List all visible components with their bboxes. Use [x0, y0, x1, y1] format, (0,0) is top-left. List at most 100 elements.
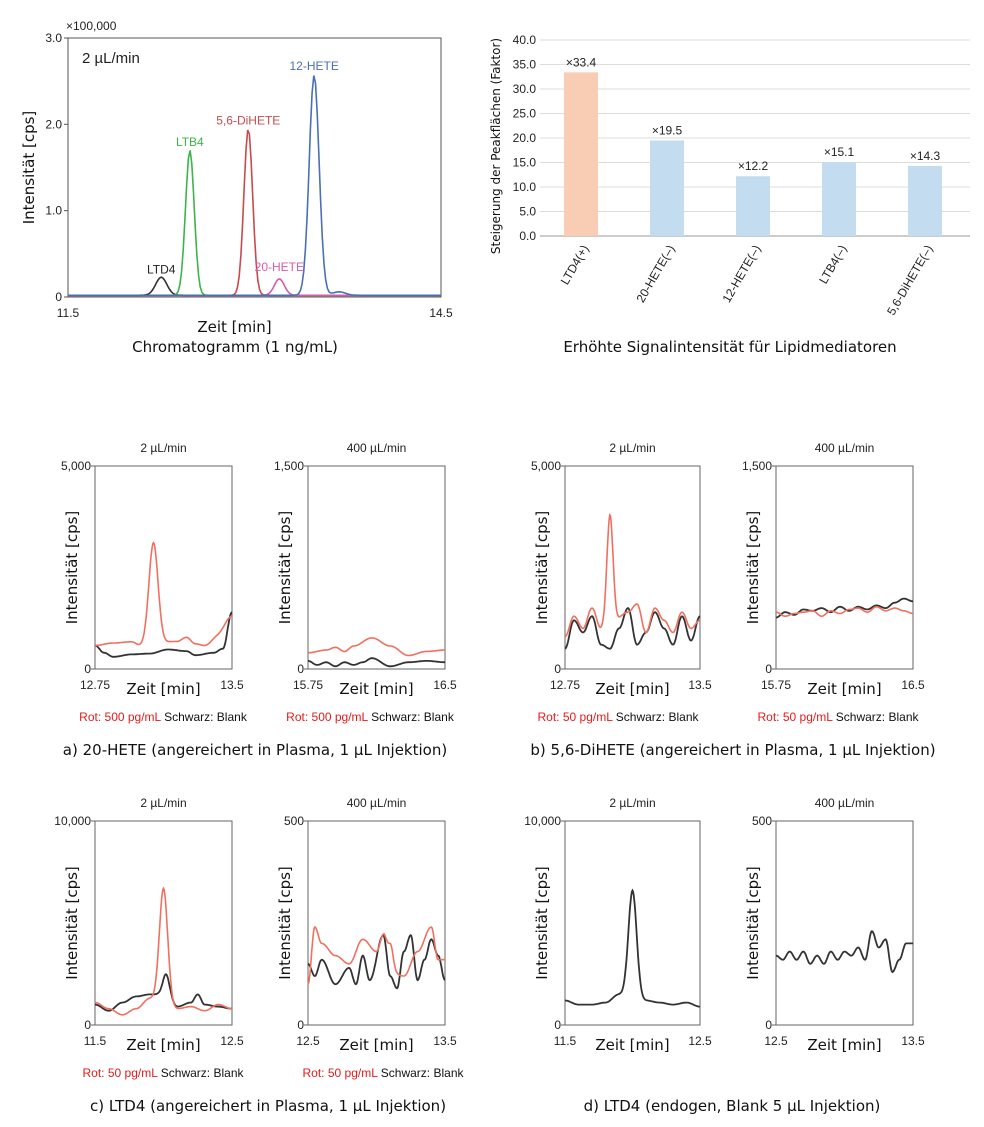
panel-a-right-legend: Rot: 500 pg/mL Schwarz: Blank [286, 710, 454, 724]
x-tick-label: 12.75 [550, 678, 580, 692]
y-tick-label: 10.0 [513, 180, 537, 194]
x-tick-label: 16.5 [901, 678, 925, 692]
y-tick-label: 0 [84, 1018, 91, 1032]
x-tick-label: 12.5 [764, 1034, 788, 1048]
y-tick-label: 1,500 [274, 459, 304, 473]
y-tick-label: 10,000 [524, 814, 561, 828]
x-tick-label: 12.5 [688, 1034, 712, 1048]
x-tick-label: 12.5 [220, 1034, 244, 1048]
blank-trace-line [564, 607, 701, 650]
bar-value-label: ×33.4 [566, 55, 597, 69]
x-tick-label: 13.5 [433, 1034, 457, 1048]
peak-annotation: 20-HETE [255, 260, 304, 274]
bar-value-label: ×14.3 [910, 149, 941, 163]
y-tick-label: 1,500 [742, 459, 772, 473]
x-axis-title: Zeit [min] [595, 1036, 669, 1054]
x-tick-label: 14.5 [429, 306, 453, 320]
x-tick-label: 12.75 [80, 678, 110, 692]
x-tick-label: 11.5 [57, 306, 80, 320]
y-axis-title: Intensität [cps] [744, 511, 762, 625]
panel-c-caption: c) LTD4 (angereichert in Plasma, 1 µL In… [89, 1097, 447, 1115]
category-label: 12-HETE(–) [719, 242, 763, 304]
bar [564, 72, 598, 236]
subplot-title: 400 µL/min [815, 796, 875, 810]
panel-c-left-legend: Rot: 50 pg/mL Schwarz: Blank [83, 1066, 244, 1080]
y-tick-label: 0 [84, 662, 91, 676]
legend-black-label: Schwarz: Blank [164, 710, 247, 724]
plot-frame [67, 37, 442, 298]
series-line-12-hete [68, 75, 441, 297]
panel-a-left-legend: Rot: 500 pg/mL Schwarz: Blank [79, 710, 247, 724]
subplot-title: 400 µL/min [347, 441, 407, 455]
x-axis-title: Zeit [min] [339, 1036, 413, 1054]
legend-red-label: Rot: 50 pg/mL [757, 710, 833, 724]
peak-annotation: 5,6-DiHETE [216, 113, 280, 127]
bar-chart-caption: Erhöhte Signalintensität für Lipidmediat… [563, 338, 897, 356]
y-tick-label: 0 [55, 290, 62, 304]
y-axis-title: Intensität [cps] [63, 866, 81, 980]
legend-black-label: Schwarz: Blank [380, 1066, 464, 1080]
bar-value-label: ×15.1 [824, 145, 855, 159]
sample-trace-line [564, 513, 701, 638]
plot-frame [307, 820, 446, 1026]
bar [822, 162, 856, 236]
sample-trace-line [95, 886, 232, 1016]
y-axis-title: Intensität [cps] [533, 511, 551, 625]
y-tick-label: 0 [297, 1018, 304, 1032]
bar [908, 165, 942, 236]
y-axis-title: Intensität [cps] [744, 866, 762, 980]
legend-black-label: Schwarz: Blank [615, 710, 699, 724]
blank-trace-line [308, 657, 445, 668]
legend-red-label: Rot: 500 pg/mL [79, 710, 161, 724]
x-tick-label: 12.5 [296, 1034, 320, 1048]
y-tick-label: 2.0 [45, 117, 62, 131]
x-tick-label: 11.5 [84, 1034, 107, 1048]
panel-c-right-legend: Rot: 50 pg/mL Schwarz: Blank [303, 1066, 464, 1080]
y-axis-title: Intensität [cps] [276, 866, 294, 980]
y-tick-label: 0 [765, 662, 772, 676]
plot-frame [775, 820, 914, 1026]
y-tick-label: 500 [284, 814, 304, 828]
x-axis-title: Zeit [min] [126, 1036, 200, 1054]
legend-black-label: Schwarz: Blank [371, 710, 454, 724]
y-tick-label: 0.0 [519, 229, 536, 243]
y-tick-label: 5,000 [531, 459, 561, 473]
y-tick-label: 3.0 [45, 31, 62, 45]
peak-annotation: LTD4 [147, 263, 176, 277]
x-tick-label: 15.75 [761, 678, 791, 692]
legend-red-label: Rot: 50 pg/mL [82, 1066, 158, 1080]
x-axis-title: Zeit [min] [807, 1036, 881, 1054]
blank-trace-line [95, 611, 233, 658]
blank-trace-line [95, 973, 232, 1012]
y-tick-label: 0 [554, 662, 561, 676]
subplot-title: 2 µL/min [140, 441, 186, 455]
x-tick-label: 11.5 [554, 1034, 577, 1048]
plot-frame [564, 820, 701, 1026]
y-tick-label: 5.0 [519, 205, 536, 219]
y-axis-title: Steigerung der Peakflächen (Faktor) [489, 38, 503, 254]
x-tick-label: 13.5 [688, 678, 712, 692]
y-tick-label: 0 [297, 662, 304, 676]
y-tick-label: 10,000 [54, 814, 91, 828]
x-tick-label: 15.75 [293, 678, 323, 692]
peak-annotation: 12-HETE [290, 59, 339, 73]
blank-trace-line [307, 934, 446, 990]
bar [650, 140, 684, 236]
bar-value-label: ×12.2 [738, 159, 769, 173]
category-label: LTB4(–) [816, 243, 849, 287]
legend-red-label: Rot: 500 pg/mL [286, 710, 368, 724]
subplot-title: 2 µL/min [140, 796, 186, 810]
subplot-title: 2 µL/min [609, 796, 655, 810]
x-axis-title: Zeit [min] [197, 318, 271, 336]
legend-black-label: Schwarz: Blank [835, 710, 919, 724]
subplot-title: 2 µL/min [609, 441, 655, 455]
legend-red-label: Rot: 50 pg/mL [537, 710, 613, 724]
panel-b-left-legend: Rot: 50 pg/mL Schwarz: Blank [538, 710, 699, 724]
y-axis-title: Intensität [cps] [20, 111, 38, 225]
y-axis-title: Intensität [cps] [276, 511, 294, 625]
y-tick-label: 0 [765, 1018, 772, 1032]
category-label: 20-HETE(–) [633, 242, 677, 304]
y-tick-label: 30.0 [513, 82, 537, 96]
y-tick-label: 15.0 [513, 156, 537, 170]
y-tick-label: 500 [752, 814, 772, 828]
